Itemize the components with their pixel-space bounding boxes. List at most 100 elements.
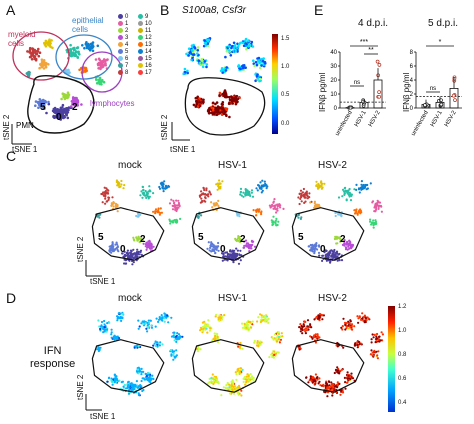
legend-text: 2: [125, 28, 129, 35]
panel-d-ylabel: tSNE 2: [76, 374, 85, 400]
legend-swatch: [118, 49, 123, 54]
epithelial-label: epithelial cells: [72, 16, 104, 34]
legend-item-12: 12: [138, 35, 152, 41]
e1-point: [439, 102, 444, 107]
panel-b-xlabel: tSNE 1: [170, 145, 196, 154]
c-cluster-label-5: 5: [298, 232, 304, 243]
panel-b-title: S100a8, Csf3r: [182, 5, 246, 16]
sig-label-0: ns: [354, 80, 360, 86]
legend-text: 9: [145, 14, 149, 21]
legend-text: 10: [145, 21, 152, 28]
legend-text: 0: [125, 14, 129, 21]
legend-item-14: 14: [138, 49, 152, 55]
legend-swatch: [138, 70, 143, 75]
c-cluster-label-5: 5: [198, 232, 204, 243]
panel-letter-e: E: [314, 2, 324, 18]
c-hsv-2-pmn-outline: [291, 207, 365, 261]
d-mock-pmn-outline: [91, 339, 165, 393]
cb-d-tick-3: 0.6: [398, 376, 407, 382]
e1-ytick-label: 2: [410, 92, 414, 98]
sig-label-2: **: [368, 47, 374, 54]
legend-item-8: 8: [118, 70, 128, 76]
cb-d-tick-0: 1.2: [398, 304, 407, 310]
legend-item-16: 16: [138, 63, 152, 69]
panel-c-ylabel: tSNE 2: [76, 236, 85, 262]
legend-swatch: [118, 28, 123, 33]
pmn-outline-b: [184, 77, 266, 136]
cb-d-tick-1: 1.0: [398, 328, 407, 334]
d-hsv-2-points: [297, 312, 384, 398]
panel-d-tsne-row: [85, 311, 384, 411]
panel-letter-a: A: [6, 2, 16, 18]
legend-swatch: [138, 56, 143, 61]
legend-swatch: [118, 70, 123, 75]
ifn-label: IFN: [43, 345, 62, 357]
e-chart-2-title: 5 d.p.i.: [428, 18, 459, 29]
legend-text: 14: [145, 49, 152, 56]
e1-cat-0: uninfected: [411, 110, 430, 137]
legend-text: 13: [145, 42, 152, 49]
legend-swatch: [118, 14, 123, 19]
lymphocytes-label: lymphocytes: [90, 99, 135, 108]
pmn-label: PMN: [16, 121, 34, 130]
legend-swatch: [118, 21, 123, 26]
legend-swatch: [138, 35, 143, 40]
panel-letter-b: B: [160, 2, 170, 18]
e0-bar-2: [373, 79, 383, 109]
e0-point: [377, 94, 382, 99]
c-mock-pmn-outline: [91, 207, 165, 261]
cb-d-tick-4: 0.4: [398, 400, 407, 406]
sig-label-3: *: [439, 39, 442, 46]
ifn-response-label: IFN response: [30, 345, 75, 371]
sig-label-1: ***: [360, 39, 368, 46]
c-cluster-label-5: 5: [98, 232, 104, 243]
cluster-label-0: 0: [56, 112, 62, 123]
legend-item-15: 15: [138, 56, 152, 62]
myeloid-label: myeloid cells: [8, 30, 36, 48]
panel-d-colorbar: [388, 306, 395, 412]
legend-item-4: 4: [118, 42, 128, 48]
legend-item-2: 2: [118, 28, 128, 34]
legend-swatch: [138, 21, 143, 26]
cluster-label-2: 2: [72, 102, 78, 113]
e1-cat-1: HSV-1: [430, 109, 444, 128]
e0-ytick-label: 10: [330, 92, 337, 98]
legend-item-5: 5: [118, 49, 128, 55]
legend-text: 12: [145, 35, 152, 42]
cluster-label-5: 5: [40, 102, 46, 113]
legend-text: 7: [125, 63, 129, 70]
panel-c-tsne-row: 5 0 2 5 0 2 5 0 2: [85, 179, 383, 277]
e0-ytick-label: 20: [330, 78, 337, 84]
response-label: response: [30, 358, 76, 370]
legend-item-6: 6: [118, 56, 128, 62]
legend-swatch: [138, 28, 143, 33]
panel-b-ylabel: tSNE 2: [160, 114, 169, 140]
panel-b-tsne: [171, 37, 267, 141]
e-chart-1-title: 4 d.p.i.: [358, 18, 389, 29]
sig-label-4: ns: [430, 86, 436, 92]
c-title-mock: mock: [118, 160, 142, 171]
d-hsv-1-points: [195, 313, 284, 397]
e0-cat-0: uninfected: [335, 110, 354, 137]
e1-ytick-label: 8: [410, 50, 414, 56]
e1-ytick-label: 0: [410, 106, 414, 112]
panel-letter-d: D: [6, 290, 17, 306]
legend-text: 15: [145, 56, 152, 63]
cb-b-tick-2: 0.5: [281, 92, 290, 98]
legend-item-10: 10: [138, 21, 152, 27]
c-cluster-label-0: 0: [320, 244, 326, 255]
panel-b-points: [182, 37, 267, 119]
legend-swatch: [138, 42, 143, 47]
legend-swatch: [118, 35, 123, 40]
e0-cat-2: HSV-2: [368, 109, 382, 128]
legend-item-0: 0: [118, 14, 128, 20]
c-mock-points: [95, 179, 182, 266]
c-cluster-label-0: 0: [220, 244, 226, 255]
e0-point: [377, 63, 382, 67]
panel-a-points: [25, 38, 109, 121]
panel-a-xlabel: tSNE 1: [12, 145, 38, 154]
e1-ytick-label: 4: [410, 78, 414, 84]
c-cluster-label-0: 0: [120, 244, 126, 255]
e0-point: [348, 105, 353, 110]
